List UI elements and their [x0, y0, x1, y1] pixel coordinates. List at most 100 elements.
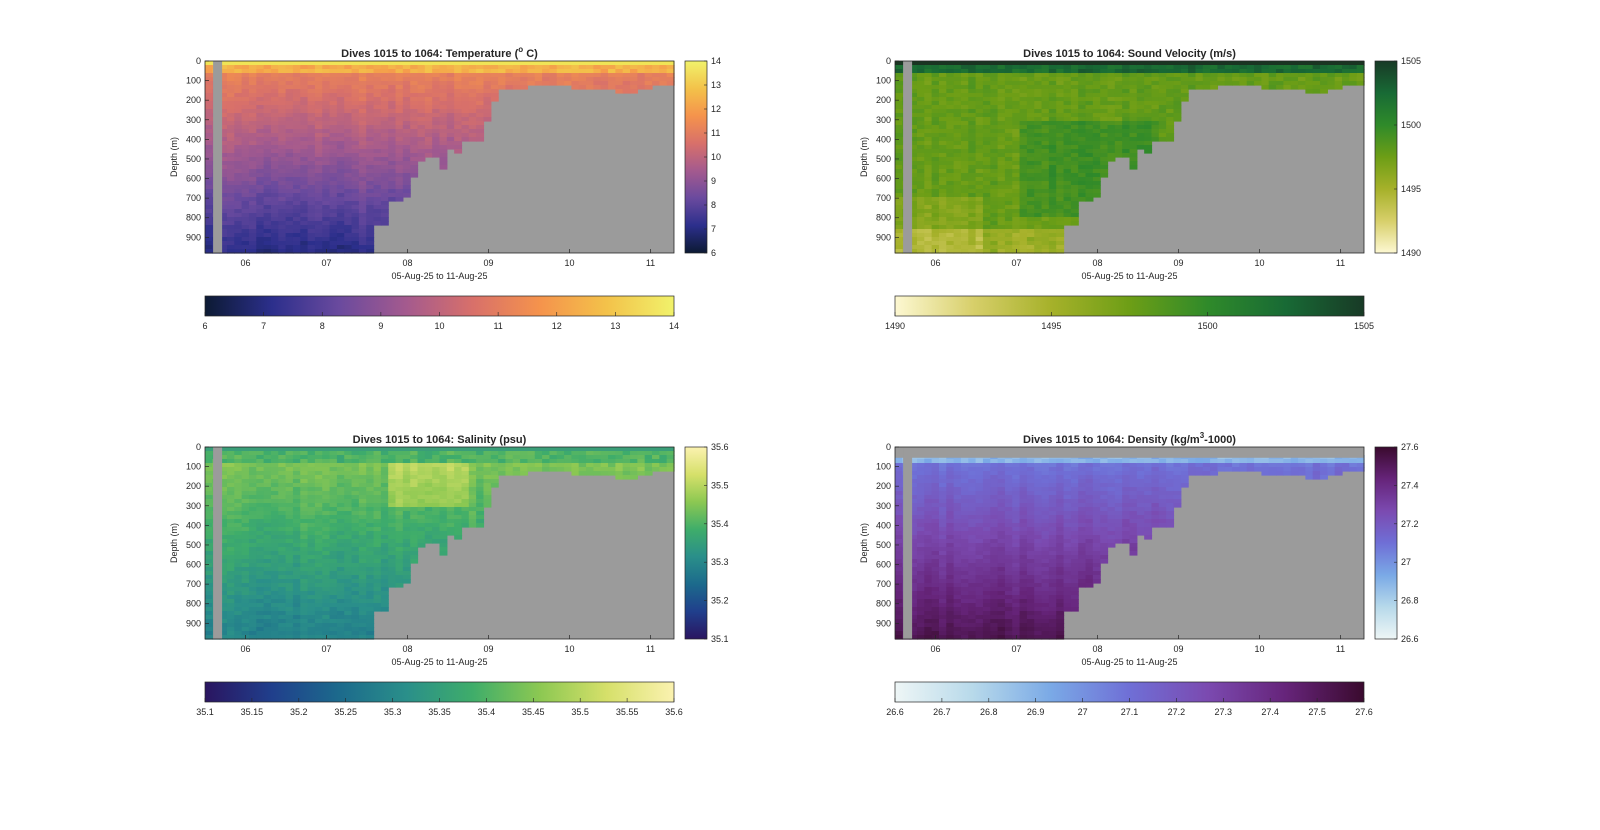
heat-cell [234, 197, 243, 202]
heat-cell [1048, 205, 1057, 210]
heat-cell [292, 487, 301, 492]
heat-cell [446, 491, 455, 496]
heat-cell [226, 455, 235, 460]
heat-cell [285, 471, 294, 476]
heat-cell [402, 451, 411, 456]
heat-cell [990, 73, 999, 78]
heat-cell [351, 221, 360, 226]
heat-cell [1056, 189, 1065, 194]
y-tick-label: 700 [186, 193, 201, 203]
heat-cell [1056, 129, 1065, 134]
heat-cell [1041, 101, 1050, 106]
heat-cell [270, 237, 279, 242]
heat-cell [1202, 69, 1211, 74]
heat-cell [256, 185, 265, 190]
heat-cell [373, 579, 382, 584]
heat-cell [234, 631, 243, 636]
heat-cell [263, 233, 272, 238]
heat-cell [351, 499, 360, 504]
heat-cell [1004, 169, 1013, 174]
heat-cell [402, 579, 411, 584]
heat-cell [1100, 73, 1109, 78]
heat-cell [468, 65, 477, 70]
heat-cell [1261, 65, 1270, 70]
heat-cell [388, 153, 397, 158]
heat-cell [380, 173, 389, 178]
heat-cell [1056, 193, 1065, 198]
heat-cell [270, 543, 279, 548]
heat-cell [234, 519, 243, 524]
heat-cell [916, 97, 925, 102]
heat-cell [248, 563, 257, 568]
colorbar-tick-label: 13 [711, 80, 721, 90]
heat-cell [997, 205, 1006, 210]
heat-cell [997, 201, 1006, 206]
heat-cell [219, 519, 228, 524]
heat-cell [1048, 221, 1057, 226]
heat-cell [1320, 65, 1328, 70]
heat-cell [205, 193, 213, 198]
heat-cell [1004, 165, 1013, 170]
heat-cell [234, 89, 243, 94]
heat-cell [1283, 81, 1292, 86]
heat-cell [292, 125, 301, 130]
heat-cell [263, 173, 272, 178]
heat-cell [1268, 69, 1277, 74]
heat-cell [270, 607, 279, 612]
heat-cell [248, 205, 257, 210]
heat-cell [270, 495, 279, 500]
heat-cell [351, 169, 360, 174]
heat-cell [241, 455, 250, 460]
heat-cell [1070, 165, 1079, 170]
heat-cell [424, 523, 433, 528]
heat-cell [307, 229, 316, 234]
heat-cell [1100, 81, 1109, 86]
heat-cell [395, 555, 404, 560]
heat-cell [248, 157, 257, 162]
heat-cell [1188, 69, 1197, 74]
heat-cell [644, 65, 653, 70]
heat-cell [300, 591, 309, 596]
heat-cell [329, 185, 338, 190]
heat-cell [336, 511, 345, 516]
heat-cell [234, 173, 243, 178]
heat-cell [1239, 77, 1248, 82]
heat-cell [351, 631, 360, 636]
heat-cell [1158, 65, 1167, 70]
heat-cell [373, 567, 382, 572]
heat-cell [395, 69, 404, 74]
heat-cell [975, 97, 984, 102]
heat-cell [285, 559, 294, 564]
heat-cell [373, 197, 382, 202]
heat-cell [351, 535, 360, 540]
heat-cell [388, 105, 397, 110]
heat-cell [241, 145, 250, 150]
heat-cell [1173, 69, 1182, 74]
heat-cell [997, 157, 1006, 162]
heat-cell [336, 559, 345, 564]
heat-cell [358, 213, 367, 218]
heat-cell [417, 491, 426, 496]
heat-cell [307, 133, 316, 138]
heat-cell [1041, 125, 1050, 130]
heat-cell [307, 245, 316, 250]
heat-cell [373, 483, 382, 488]
heat-cell [1268, 85, 1277, 90]
heat-cell [351, 555, 360, 560]
heat-cell [468, 117, 477, 122]
heat-cell [1026, 193, 1035, 198]
heat-cell [990, 133, 999, 138]
heat-cell [1026, 177, 1035, 182]
heat-cell [205, 161, 213, 166]
heat-cell [1144, 93, 1153, 98]
heat-cell [263, 567, 272, 572]
heat-cell [380, 73, 389, 78]
heat-cell [1232, 77, 1241, 82]
heat-cell [424, 89, 433, 94]
heat-cell [248, 475, 257, 480]
heat-cell [439, 459, 448, 464]
heat-cell [285, 77, 294, 82]
heat-cell [534, 73, 543, 78]
heat-cell [916, 229, 925, 234]
heat-cell [520, 69, 529, 74]
